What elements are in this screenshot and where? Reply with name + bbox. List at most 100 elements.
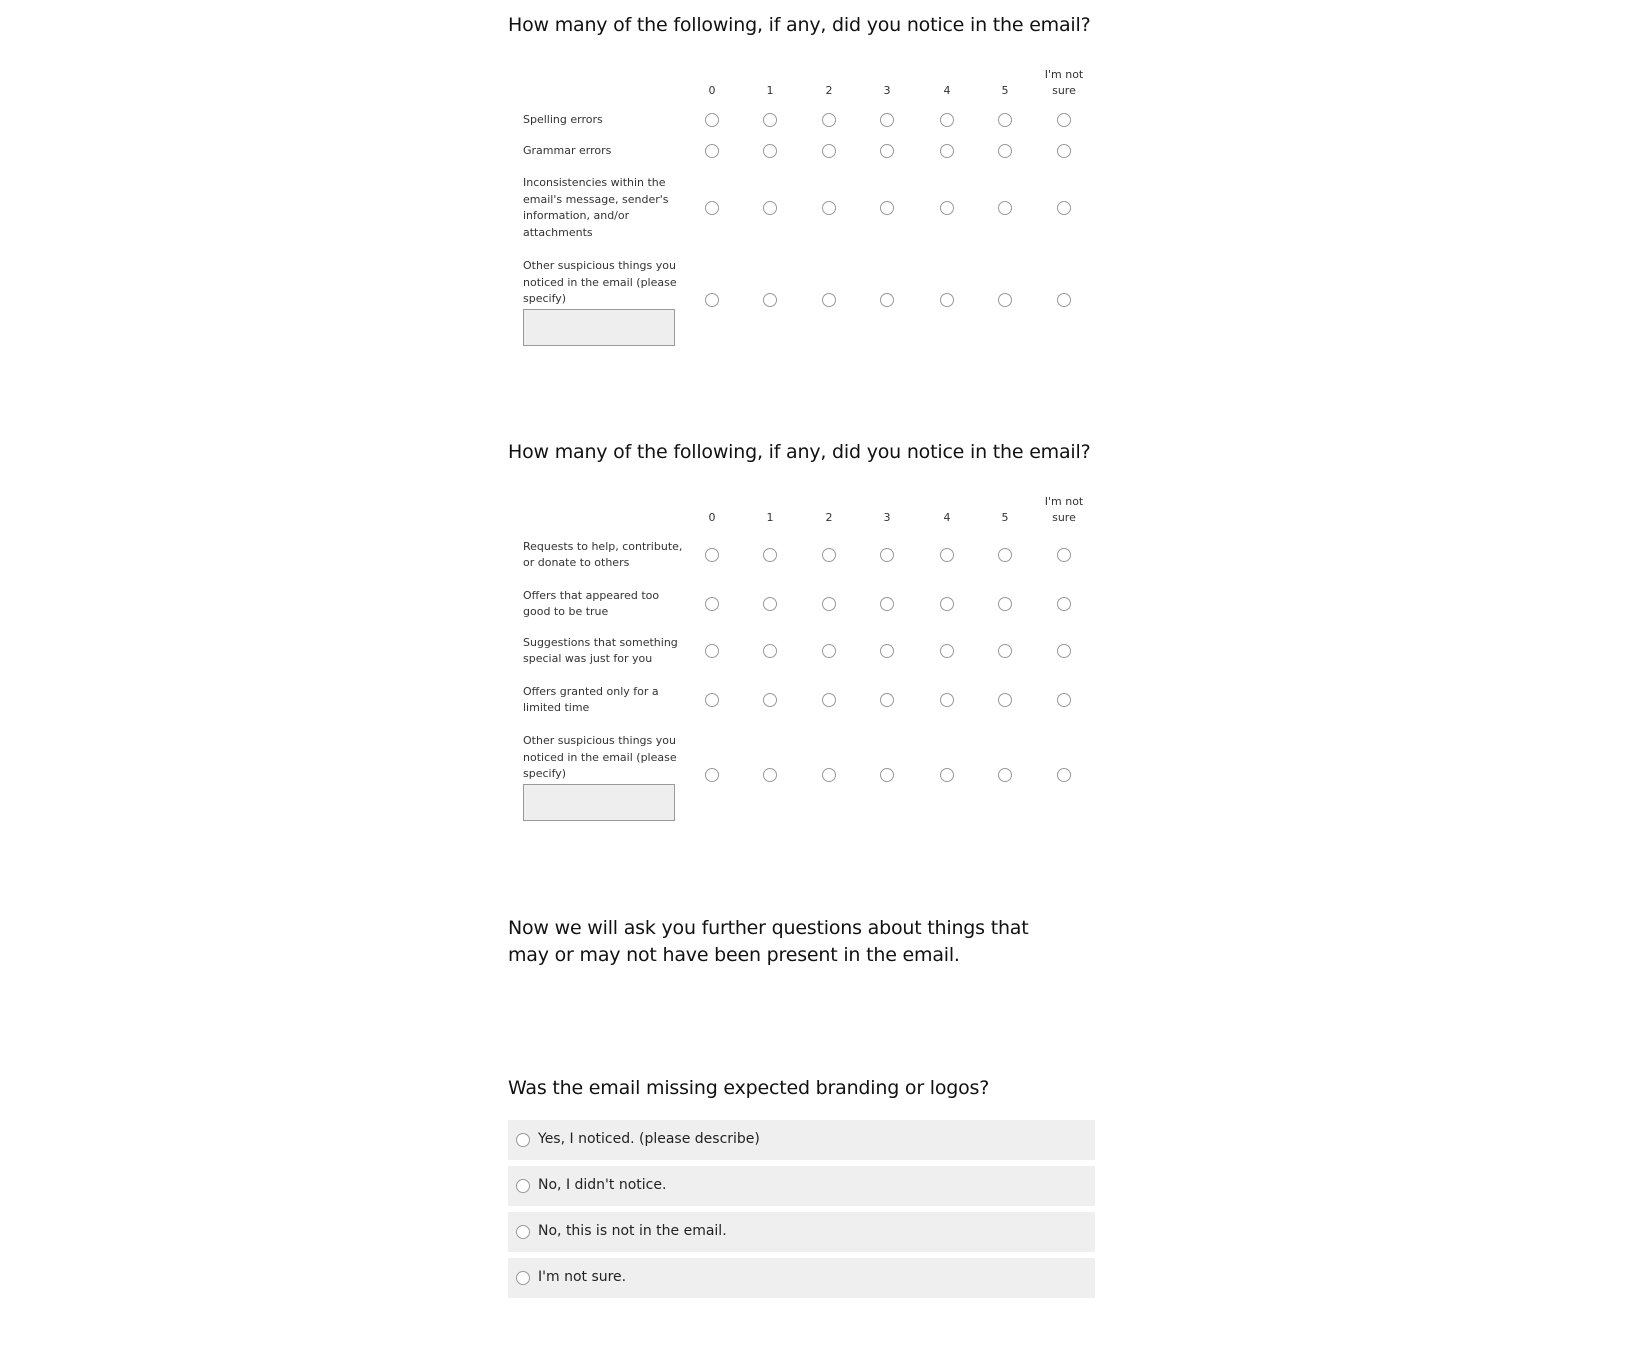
radio-button[interactable] xyxy=(1057,293,1071,307)
radio-button[interactable] xyxy=(998,113,1012,127)
radio-button[interactable] xyxy=(1057,201,1071,215)
radio-button[interactable] xyxy=(940,548,954,562)
column-header: 0 xyxy=(708,84,716,97)
radio-button[interactable] xyxy=(763,113,777,127)
question-title: How many of the following, if any, did y… xyxy=(508,441,1091,463)
radio-button[interactable] xyxy=(822,201,836,215)
column-header: 2 xyxy=(825,511,833,524)
radio-button[interactable] xyxy=(940,644,954,658)
intro-text: Now we will ask you further questions ab… xyxy=(508,917,1029,966)
radio-button[interactable] xyxy=(822,144,836,158)
question-title: How many of the following, if any, did y… xyxy=(508,14,1091,36)
radio-button[interactable] xyxy=(940,113,954,127)
radio-button[interactable] xyxy=(940,293,954,307)
radio-button[interactable] xyxy=(998,768,1012,782)
radio-button[interactable] xyxy=(763,693,777,707)
specify-text-input[interactable] xyxy=(523,784,675,821)
radio-button[interactable] xyxy=(763,597,777,611)
radio-button[interactable] xyxy=(763,144,777,158)
answer-option[interactable]: No, I didn't notice. xyxy=(508,1166,1095,1206)
row-label: Offers that appeared too good to be true xyxy=(523,588,660,619)
radio-button[interactable] xyxy=(516,1179,530,1193)
answer-option[interactable]: I'm not sure. xyxy=(508,1258,1095,1298)
radio-button[interactable] xyxy=(1057,597,1071,611)
radio-button[interactable] xyxy=(1057,768,1071,782)
row-label: Spelling errors xyxy=(523,112,603,126)
column-header: 3 xyxy=(883,84,891,97)
option-label: No, I didn't notice. xyxy=(538,1177,667,1193)
column-header: 1 xyxy=(766,84,774,97)
radio-button[interactable] xyxy=(822,693,836,707)
radio-button[interactable] xyxy=(880,693,894,707)
radio-button[interactable] xyxy=(763,293,777,307)
radio-button[interactable] xyxy=(1057,113,1071,127)
column-header: 4 xyxy=(943,84,951,97)
radio-button[interactable] xyxy=(763,201,777,215)
radio-button[interactable] xyxy=(705,644,719,658)
column-header: 3 xyxy=(883,511,891,524)
specify-text-input[interactable] xyxy=(523,309,675,346)
radio-button[interactable] xyxy=(998,201,1012,215)
option-label: No, this is not in the email. xyxy=(538,1223,727,1239)
radio-button[interactable] xyxy=(822,768,836,782)
radio-button[interactable] xyxy=(880,113,894,127)
radio-button[interactable] xyxy=(705,144,719,158)
radio-button[interactable] xyxy=(516,1271,530,1285)
radio-button[interactable] xyxy=(998,548,1012,562)
radio-button[interactable] xyxy=(516,1225,530,1239)
radio-button[interactable] xyxy=(880,548,894,562)
radio-button[interactable] xyxy=(998,644,1012,658)
column-header: 5 xyxy=(1001,84,1009,97)
radio-button[interactable] xyxy=(998,597,1012,611)
radio-button[interactable] xyxy=(705,113,719,127)
radio-button[interactable] xyxy=(1057,693,1071,707)
radio-button[interactable] xyxy=(822,548,836,562)
radio-button[interactable] xyxy=(880,144,894,158)
radio-button[interactable] xyxy=(998,693,1012,707)
radio-button[interactable] xyxy=(1057,644,1071,658)
question-title-branding: Was the email missing expected branding … xyxy=(508,1077,990,1099)
radio-button[interactable] xyxy=(940,201,954,215)
row-label: Other suspicious things you noticed in t… xyxy=(523,734,677,780)
radio-button[interactable] xyxy=(705,597,719,611)
row-label: Requests to help, contribute, or donate … xyxy=(523,539,683,570)
radio-button[interactable] xyxy=(763,644,777,658)
radio-button[interactable] xyxy=(822,113,836,127)
radio-button[interactable] xyxy=(880,293,894,307)
radio-button[interactable] xyxy=(822,293,836,307)
radio-button[interactable] xyxy=(880,597,894,611)
radio-button[interactable] xyxy=(763,768,777,782)
radio-button[interactable] xyxy=(998,293,1012,307)
column-header: I'm not sure xyxy=(1044,495,1084,524)
column-header: 5 xyxy=(1001,511,1009,524)
answer-option[interactable]: Yes, I noticed. (please describe) xyxy=(508,1120,1095,1160)
radio-button[interactable] xyxy=(763,548,777,562)
radio-button[interactable] xyxy=(998,144,1012,158)
row-label: Suggestions that something special was j… xyxy=(523,635,678,666)
row-label: Inconsistencies within the email's messa… xyxy=(523,176,669,239)
column-header: 1 xyxy=(766,511,774,524)
radio-button[interactable] xyxy=(705,768,719,782)
radio-button[interactable] xyxy=(1057,548,1071,562)
radio-button[interactable] xyxy=(940,597,954,611)
radio-button[interactable] xyxy=(880,644,894,658)
radio-button[interactable] xyxy=(705,693,719,707)
radio-button[interactable] xyxy=(705,548,719,562)
column-header: 2 xyxy=(825,84,833,97)
radio-button[interactable] xyxy=(940,768,954,782)
radio-button[interactable] xyxy=(705,293,719,307)
radio-button[interactable] xyxy=(822,644,836,658)
radio-button[interactable] xyxy=(516,1133,530,1147)
answer-option[interactable]: No, this is not in the email. xyxy=(508,1212,1095,1252)
option-label: Yes, I noticed. (please describe) xyxy=(538,1131,760,1147)
radio-button[interactable] xyxy=(822,597,836,611)
option-label: I'm not sure. xyxy=(538,1269,627,1285)
radio-button[interactable] xyxy=(1057,144,1071,158)
radio-button[interactable] xyxy=(880,201,894,215)
radio-button[interactable] xyxy=(940,693,954,707)
radio-button[interactable] xyxy=(940,144,954,158)
column-header: 4 xyxy=(943,511,951,524)
row-label: Grammar errors xyxy=(523,143,612,157)
radio-button[interactable] xyxy=(705,201,719,215)
radio-button[interactable] xyxy=(880,768,894,782)
